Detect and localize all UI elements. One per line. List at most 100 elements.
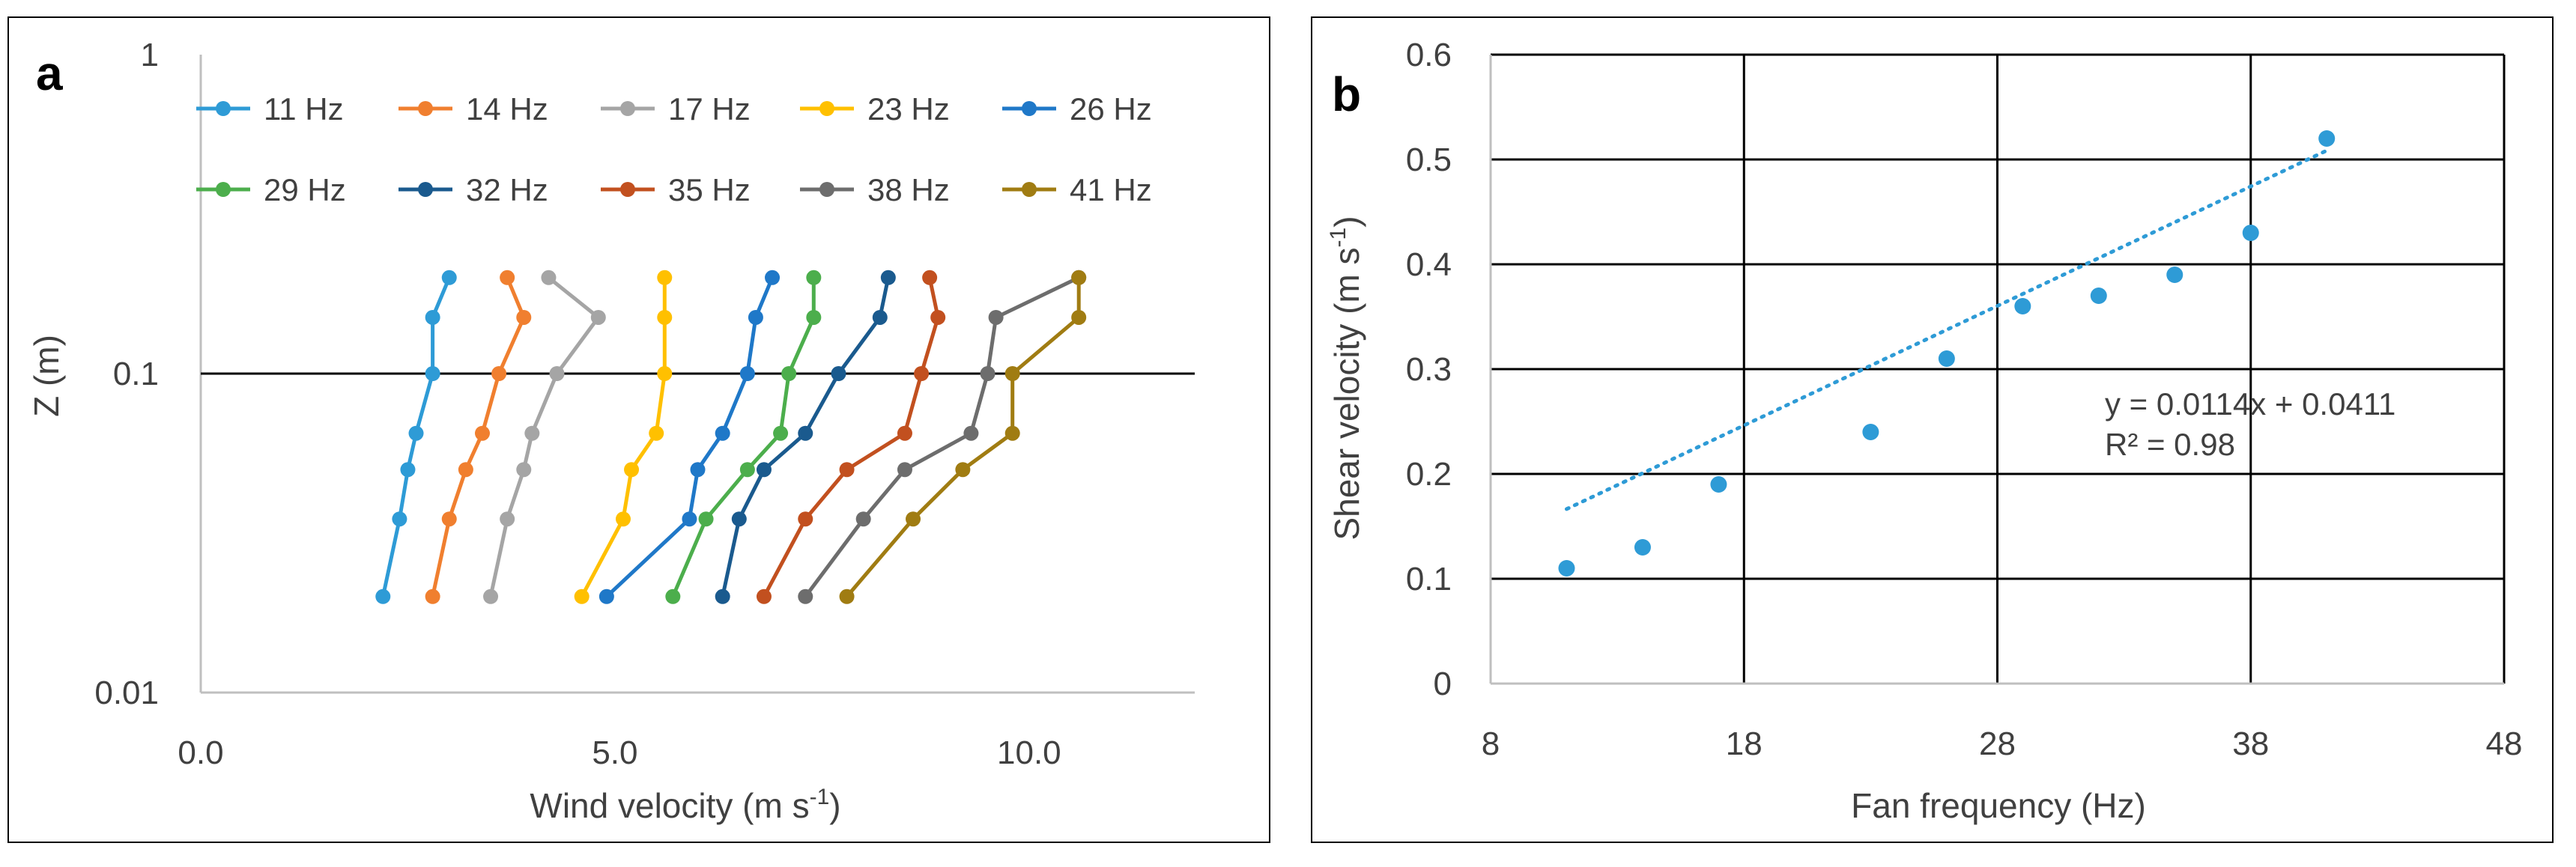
legend-entry: 14 Hz [398, 91, 548, 127]
data-point [798, 511, 813, 527]
legend-marker [620, 182, 635, 197]
x-tick-label-a: 10.0 [997, 734, 1061, 771]
panel-b-frame [1311, 16, 2554, 843]
data-point [2014, 298, 2031, 314]
data-point [906, 511, 921, 527]
data-point [765, 270, 781, 285]
panel-b-label: b [1332, 67, 1361, 121]
x-tick-label-b: 8 [1482, 725, 1500, 762]
x-tick-label-a: 0.0 [178, 734, 223, 771]
x-tick-label-b: 38 [2232, 725, 2269, 762]
data-point [748, 309, 763, 325]
legend-label: 23 Hz [867, 91, 950, 127]
y-tick-label-b: 0.6 [1406, 37, 1452, 73]
legend-marker [216, 101, 231, 116]
data-point [1634, 539, 1651, 556]
data-point [731, 511, 747, 527]
data-point [773, 425, 789, 441]
legend-entry: 35 Hz [601, 172, 751, 207]
data-point [831, 366, 846, 381]
legend-entry: 41 Hz [1002, 172, 1152, 207]
data-point [1710, 476, 1727, 493]
data-point [698, 511, 714, 527]
series-line [762, 277, 940, 597]
data-point [516, 309, 532, 325]
y-tick-label-a: 1 [141, 37, 159, 73]
legend-entry: 29 Hz [196, 172, 346, 207]
data-point [1558, 560, 1575, 577]
data-point [839, 588, 855, 604]
legend-label: 26 Hz [1070, 91, 1152, 127]
data-point [574, 588, 590, 604]
series-line [605, 276, 775, 598]
data-point [425, 588, 440, 604]
data-point [1862, 424, 1879, 440]
data-point [1004, 425, 1020, 441]
data-point [855, 511, 871, 527]
legend-marker [216, 182, 231, 197]
data-point [914, 366, 930, 381]
legend-marker [819, 182, 834, 197]
data-point [756, 462, 772, 478]
y-tick-label-b: 0.2 [1406, 456, 1452, 493]
legend-label: 41 Hz [1070, 172, 1152, 207]
wind-profile-chart: a 11 Hz 14 Hz 17 Hz 23 Hz 26 Hz 29 Hz 32 Hz 35 … [27, 37, 1195, 825]
data-point [657, 309, 673, 325]
data-point [657, 366, 673, 381]
data-point [500, 511, 515, 527]
data-point [806, 270, 822, 285]
data-point [1071, 309, 1087, 325]
data-point [516, 462, 532, 478]
y-tick-label-b: 0.4 [1406, 246, 1452, 283]
series-line [671, 277, 816, 597]
shear-velocity-chart: b 8 18 28 38 48 0 0.1 0.2 0.3 0.4 0.5 0.6 y = 0.011… [1326, 37, 2522, 825]
legend-marker [1022, 182, 1037, 197]
data-point [715, 588, 730, 604]
data-point [897, 462, 912, 478]
data-point [2242, 225, 2259, 241]
data-point [798, 425, 813, 441]
legend-marker [620, 101, 635, 116]
data-point [400, 462, 416, 478]
series-14-hz [425, 270, 532, 604]
data-point [649, 425, 664, 441]
data-point [739, 462, 755, 478]
legend-label: 38 Hz [867, 172, 950, 207]
data-point [425, 309, 440, 325]
data-point [458, 462, 473, 478]
shear-velocity-tick-labels: 8 18 28 38 48 0 0.1 0.2 0.3 0.4 0.5 0.6 [1406, 37, 2523, 762]
wind-profile-tick-labels: 0.0 5.0 10.0 0.01 0.1 1 [94, 37, 1061, 771]
legend-label: 14 Hz [466, 91, 548, 127]
data-point [624, 462, 640, 478]
data-point [682, 511, 697, 527]
legend-entry: 23 Hz [800, 91, 950, 127]
x-tick-label-b: 28 [1979, 725, 2016, 762]
data-point [1004, 366, 1020, 381]
data-point [930, 309, 946, 325]
series-11-hz [375, 270, 457, 604]
legend-entry: 38 Hz [800, 172, 950, 207]
data-point [872, 309, 888, 325]
y-tick-label-b: 0.1 [1406, 561, 1452, 597]
legend-marker [418, 182, 433, 197]
legend-marker [1022, 101, 1037, 116]
data-point [541, 270, 557, 285]
data-point [524, 425, 540, 441]
data-point [665, 588, 681, 604]
panel-a-label: a [36, 46, 63, 100]
legend-label: 17 Hz [668, 91, 751, 127]
wind-profile-legend: 11 Hz 14 Hz 17 Hz 23 Hz 26 Hz 29 Hz 32 Hz 35 Hz… [196, 91, 1152, 207]
data-point [491, 366, 507, 381]
data-point [590, 309, 606, 325]
legend-entry: 26 Hz [1002, 91, 1152, 127]
data-point [483, 588, 499, 604]
series-29-hz [665, 270, 822, 604]
data-point [615, 511, 631, 527]
data-point [657, 270, 673, 285]
legend-label: 32 Hz [466, 172, 548, 207]
data-point [739, 366, 755, 381]
data-point [1071, 270, 1087, 285]
data-point [897, 425, 912, 441]
series-38-hz [798, 270, 1087, 604]
